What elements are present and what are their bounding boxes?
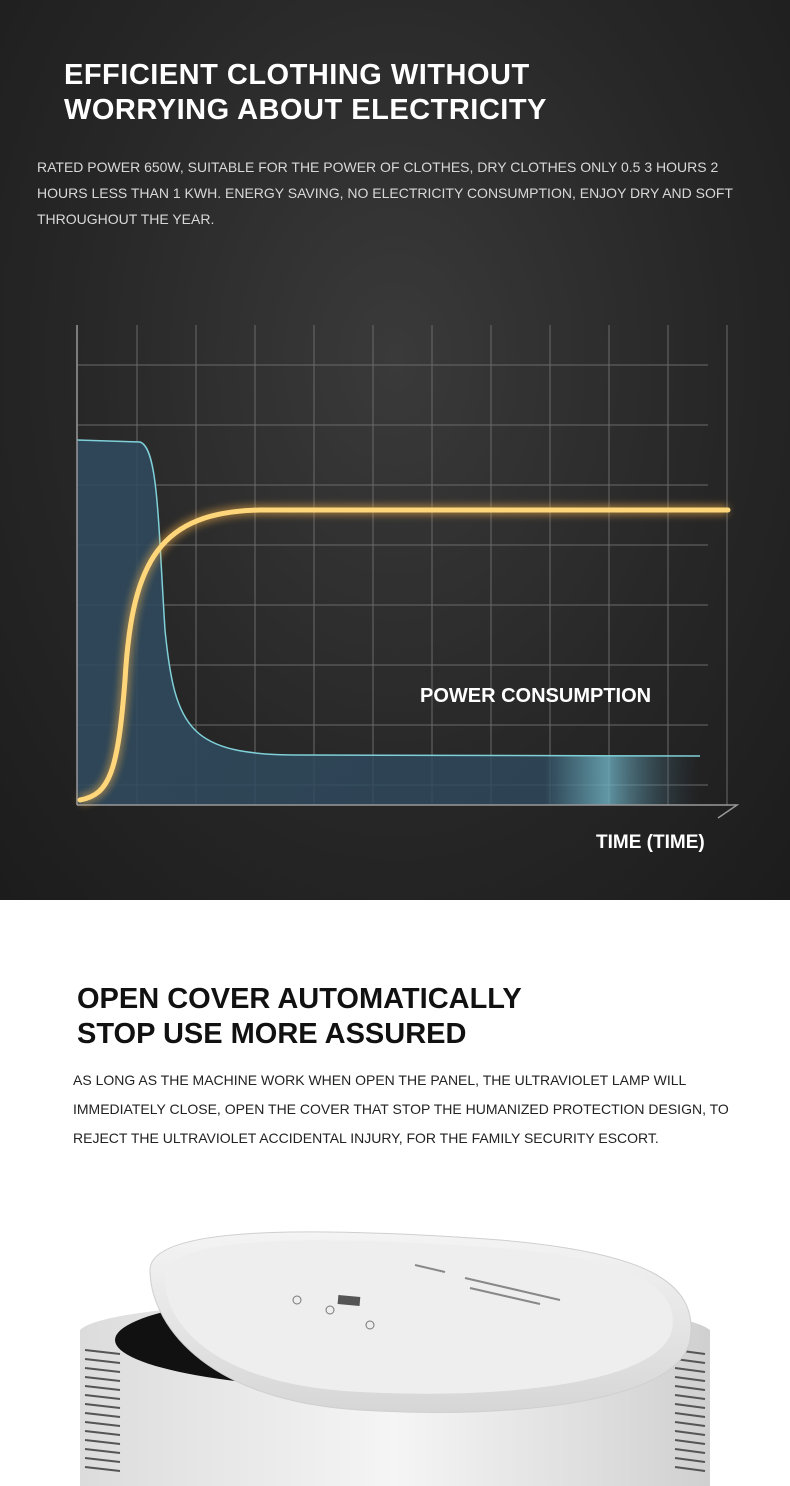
vent-slot — [84, 1457, 121, 1463]
vent-slot — [674, 1376, 706, 1382]
power-section: EFFICIENT CLOTHING WITHOUT WORRYING ABOUT… — [0, 0, 790, 900]
vent-slot — [84, 1385, 121, 1391]
vent-slot — [674, 1466, 706, 1472]
vent-slot — [84, 1439, 121, 1445]
vent-slot — [84, 1394, 121, 1400]
vent-slot — [674, 1412, 706, 1418]
power-chart-illustration — [76, 325, 740, 819]
vent-slot — [84, 1448, 121, 1454]
curve-label: POWER CONSUMPTION — [420, 685, 652, 707]
vent-slot — [84, 1412, 121, 1418]
vent-slot — [674, 1421, 706, 1427]
vent-slot — [84, 1349, 121, 1355]
consumption-area — [77, 440, 700, 805]
product-image — [80, 1231, 710, 1486]
consumption-area-edge — [76, 439, 701, 757]
vent-slot — [674, 1367, 706, 1373]
vent-slot — [674, 1394, 706, 1400]
vent-slot — [84, 1403, 121, 1409]
section-description: AS LONG AS THE MACHINE WORK WHEN OPEN TH… — [73, 1072, 729, 1146]
chart-grid — [77, 325, 728, 805]
section-title: EFFICIENT CLOTHING WITHOUT WORRYING ABOUT… — [64, 58, 547, 128]
vent-slot — [674, 1430, 706, 1436]
vent-slot — [674, 1403, 706, 1409]
vent-slot — [674, 1439, 706, 1445]
vent-slot — [84, 1430, 121, 1436]
vent-slot — [84, 1376, 121, 1382]
vent-slot — [674, 1457, 706, 1463]
vent-slot — [674, 1448, 706, 1454]
vent-slot — [84, 1421, 121, 1427]
vent-slot — [84, 1367, 121, 1373]
vent-slot — [674, 1385, 706, 1391]
vent-slot — [84, 1466, 121, 1472]
x-axis — [77, 804, 740, 819]
section-description: RATED POWER 650W, SUITABLE FOR THE POWER… — [37, 159, 733, 227]
power-curve — [77, 507, 731, 803]
title-line: WORRYING ABOUT ELECTRICITY — [64, 94, 547, 126]
title-line: OPEN COVER AUTOMATICALLY — [77, 983, 522, 1015]
x-axis-label: TIME (TIME) — [596, 832, 705, 853]
title-line: EFFICIENT CLOTHING WITHOUT — [64, 59, 530, 91]
title-line: STOP USE MORE ASSURED — [77, 1018, 467, 1050]
vent-slot — [84, 1358, 121, 1364]
section-title: OPEN COVER AUTOMATICALLY STOP USE MORE AS… — [77, 982, 522, 1052]
